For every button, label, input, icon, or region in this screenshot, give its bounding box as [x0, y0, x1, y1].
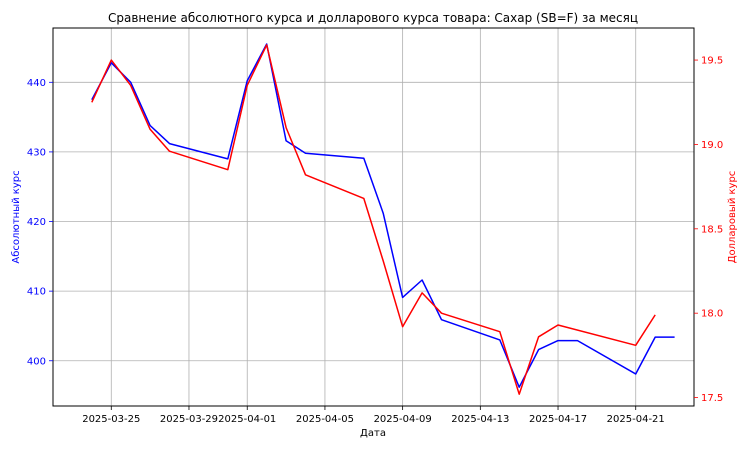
x-tick-label: 2025-04-09: [374, 414, 432, 425]
x-axis-label: Дата: [360, 428, 386, 439]
absolute-rate-line: [91, 43, 675, 388]
grid-layer: [53, 28, 694, 406]
y-axis-right-label: Долларовый курс: [727, 171, 738, 264]
y-right-tick-label: 18.5: [701, 224, 723, 235]
y-right-tick-label: 18.0: [701, 309, 723, 320]
y-left-tick-label: 400: [27, 356, 46, 367]
y-axis-right: 17.5 18.0 18.5 19.0 19.5: [694, 56, 723, 404]
y-left-tick-label: 420: [27, 217, 46, 228]
y-right-tick-label: 19.5: [701, 56, 723, 67]
y-left-tick-label: 410: [27, 287, 46, 298]
x-tick-label: 2025-04-21: [607, 414, 665, 425]
y-left-tick-label: 440: [27, 78, 46, 89]
x-tick-label: 2025-04-01: [218, 414, 276, 425]
y-axis-left-label: Абсолютный курс: [11, 170, 22, 263]
x-tick-label: 2025-04-13: [451, 414, 509, 425]
x-tick-label: 2025-03-29: [160, 414, 218, 425]
x-tick-label: 2025-03-25: [82, 414, 140, 425]
plot-frame: [52, 27, 695, 407]
series-layer: [91, 43, 675, 395]
dollar-rate-line: [91, 44, 656, 395]
chart-title: Сравнение абсолютного курса и долларовог…: [108, 11, 638, 25]
x-tick-label: 2025-04-05: [296, 414, 354, 425]
y-axis-left: 400 410 420 430 440: [27, 78, 53, 367]
x-axis: 2025-03-25 2025-03-29 2025-04-01 2025-04-05…: [82, 406, 665, 425]
x-tick-label: 2025-04-17: [529, 414, 587, 425]
y-right-tick-label: 19.0: [701, 140, 723, 151]
y-left-tick-label: 430: [27, 147, 46, 158]
y-right-tick-label: 17.5: [701, 393, 723, 404]
